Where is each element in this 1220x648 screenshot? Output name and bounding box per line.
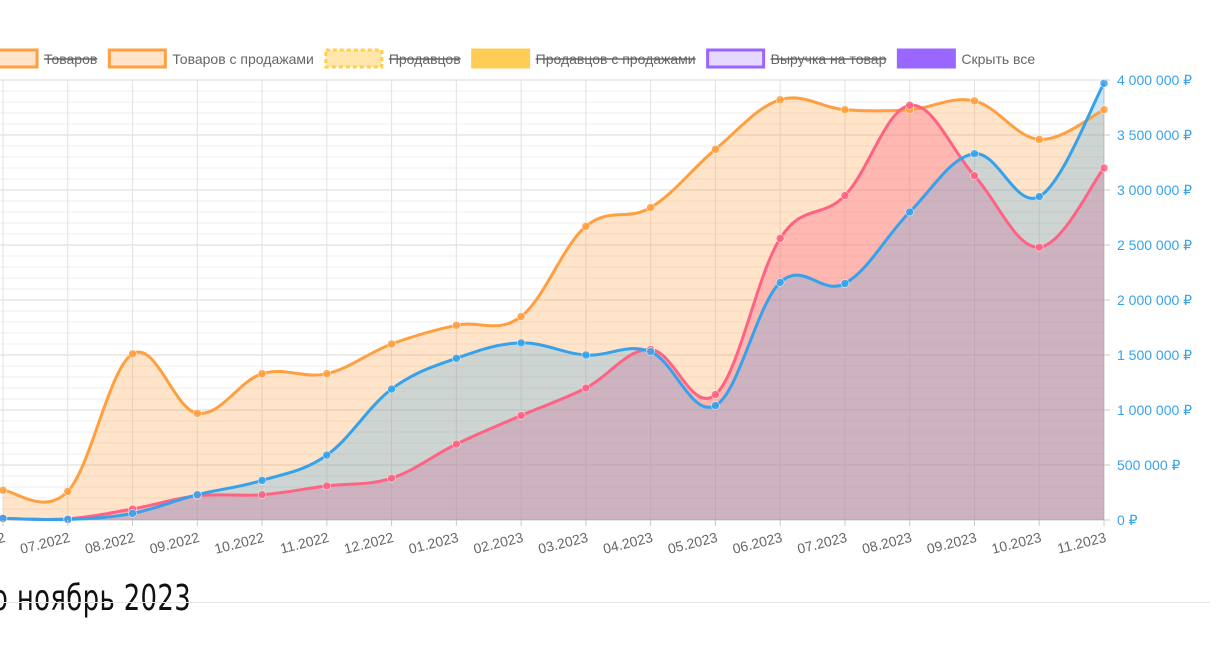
data-point[interactable]: [1034, 135, 1044, 144]
data-point[interactable]: [128, 349, 137, 359]
data-point[interactable]: [1099, 105, 1109, 114]
data-point[interactable]: [711, 390, 720, 399]
data-point[interactable]: [257, 476, 267, 485]
data-point[interactable]: [516, 411, 526, 420]
data-point[interactable]: [581, 222, 591, 231]
data-point[interactable]: [387, 473, 396, 483]
x-tick-label: 10.2023: [990, 529, 1043, 557]
legend-swatch: [706, 48, 766, 69]
x-tick-label: 06.2023: [731, 529, 784, 557]
data-point[interactable]: [775, 278, 785, 287]
y-tick-label: 0 ₽: [1117, 512, 1138, 528]
legend-swatch: [107, 48, 167, 69]
legend-item-5[interactable]: Скрыть все: [896, 48, 1035, 69]
data-point[interactable]: [1034, 242, 1044, 252]
x-tick-label: 05.2023: [666, 529, 719, 557]
x-axis-ticks: 06.2022 07.2022 08.2022 09.2022 10.2022 11.20…: [0, 520, 1108, 557]
x-tick-label: 07.2022: [18, 529, 71, 557]
data-point[interactable]: [970, 96, 979, 106]
x-tick-label: 08.2022: [83, 529, 136, 557]
legend-item-3[interactable]: Продавцов с продажами: [471, 48, 696, 69]
data-point[interactable]: [581, 350, 591, 360]
x-tick-label: 07.2023: [796, 529, 849, 557]
data-point[interactable]: [1099, 79, 1109, 88]
series-area-1: [3, 105, 1104, 520]
y-tick-label: 1 000 000 ₽: [1117, 402, 1192, 418]
series-area-2: [3, 83, 1104, 521]
data-point[interactable]: [257, 369, 267, 378]
data-point[interactable]: [1099, 163, 1109, 173]
data-point[interactable]: [905, 101, 914, 110]
data-point[interactable]: [322, 450, 332, 460]
data-point[interactable]: [840, 105, 850, 114]
y-tick-label: 1 500 000 ₽: [1117, 347, 1192, 363]
data-point[interactable]: [193, 409, 202, 418]
y-tick-label: 3 000 000 ₽: [1117, 182, 1192, 198]
data-point[interactable]: [970, 171, 979, 180]
legend-swatch: [0, 48, 39, 69]
x-tick-label: 10.2022: [213, 529, 266, 557]
legend-item-2[interactable]: Продавцов: [324, 48, 461, 69]
y-axis-ticks: 0 ₽ 500 000 ₽ 1 000 000 ₽ 1 500 000 ₽ 2 000 …: [1104, 72, 1192, 528]
legend-item-0[interactable]: Товаров: [0, 48, 98, 69]
data-point[interactable]: [840, 279, 850, 288]
data-point[interactable]: [452, 321, 461, 330]
y-tick-label: 2 000 000 ₽: [1117, 292, 1192, 308]
y-tick-label: 4 000 000 ₽: [1117, 72, 1192, 88]
data-point[interactable]: [646, 203, 655, 212]
data-point[interactable]: [193, 490, 202, 499]
divider: [0, 602, 1210, 603]
y-tick-label: 500 000 ₽: [1117, 457, 1180, 473]
data-point[interactable]: [322, 369, 332, 378]
data-point[interactable]: [970, 149, 979, 158]
data-point[interactable]: [775, 95, 785, 105]
revenue-area-chart: 0 ₽ 500 000 ₽ 1 000 000 ₽ 1 500 000 ₽ 2 000 …: [0, 48, 1192, 557]
y-tick-label: 3 500 000 ₽: [1117, 127, 1192, 143]
data-point[interactable]: [711, 401, 720, 410]
legend-item-1[interactable]: Товаров с продажами: [107, 48, 314, 69]
data-point[interactable]: [840, 191, 850, 200]
x-tick-label: 09.2023: [925, 529, 978, 557]
legend-swatch: [471, 48, 531, 69]
legend-label: Скрыть все: [961, 51, 1035, 67]
data-point[interactable]: [581, 383, 591, 393]
data-point[interactable]: [452, 354, 461, 363]
x-tick-label: 11.2023: [1056, 529, 1108, 557]
data-point[interactable]: [322, 481, 332, 491]
data-point[interactable]: [516, 312, 526, 321]
data-point[interactable]: [775, 234, 785, 243]
x-tick-label: 12.2022: [342, 529, 395, 557]
data-point[interactable]: [905, 207, 914, 217]
legend-label: Товаров с продажами: [172, 51, 314, 67]
legend-item-4[interactable]: Выручка на товар: [706, 48, 887, 69]
x-tick-label: 09.2022: [148, 529, 201, 557]
y-tick-label: 2 500 000 ₽: [1117, 237, 1192, 253]
data-point[interactable]: [711, 145, 720, 154]
data-point[interactable]: [516, 338, 526, 348]
data-point[interactable]: [387, 339, 396, 349]
data-point[interactable]: [0, 486, 8, 495]
x-tick-label: 02.2023: [472, 529, 525, 557]
x-tick-label: 03.2023: [537, 529, 590, 557]
series-area-0: [3, 97, 1104, 520]
chart-legend[interactable]: Товаров Товаров с продажами Продавцов Прода…: [0, 48, 1035, 69]
x-tick-label: 11.2022: [278, 529, 330, 557]
legend-swatch: [324, 48, 384, 69]
x-tick-label: 08.2023: [860, 529, 913, 557]
data-point[interactable]: [257, 490, 267, 499]
x-tick-label: 04.2023: [601, 529, 654, 557]
x-tick-label: 01.2023: [407, 529, 460, 557]
legend-swatch: [896, 48, 956, 69]
grid-lines: [0, 79, 1105, 526]
data-point[interactable]: [1034, 192, 1044, 201]
data-point[interactable]: [646, 347, 655, 356]
data-point[interactable]: [387, 384, 396, 394]
data-point[interactable]: [63, 487, 73, 496]
data-point[interactable]: [128, 509, 137, 518]
series-areas: [3, 83, 1104, 521]
page-heading: о ноябрь 2023: [0, 578, 192, 619]
data-point[interactable]: [452, 439, 461, 449]
series-points: [0, 79, 1109, 524]
x-tick-label: 06.2022: [0, 529, 7, 557]
